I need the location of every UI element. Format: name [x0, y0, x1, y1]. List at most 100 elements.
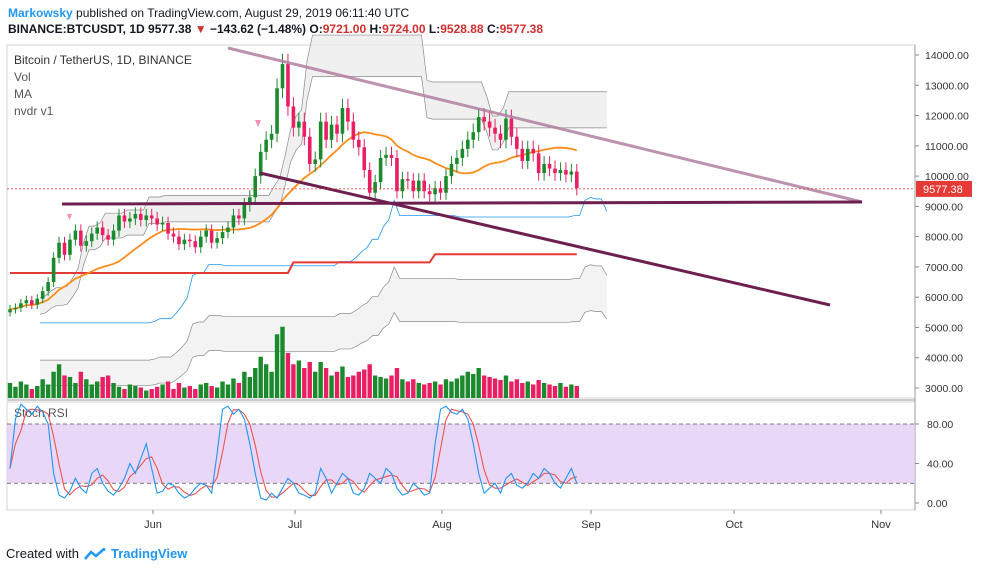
publish-info: published on TradingView.com, August 29,… [76, 6, 410, 20]
candle-body [51, 257, 56, 283]
candle-body [35, 298, 40, 305]
y-tick-label: 9000.00 [925, 201, 963, 213]
candle-body [427, 191, 432, 195]
volume-bar [285, 353, 291, 398]
symbol-line: BINANCE:BTCUSDT, 1D 9577.38 ▼ −143.62 (−… [8, 21, 543, 37]
x-tick-label: Jul [288, 519, 302, 531]
x-tick-label: Jun [144, 519, 162, 531]
volume-bar [541, 383, 547, 398]
volume-bar [154, 386, 160, 398]
volume-bar [372, 375, 378, 398]
volume-bar [269, 371, 274, 398]
candle-body [433, 188, 437, 195]
volume-bar [78, 371, 84, 398]
candle-body [515, 136, 519, 149]
down-marker-icon [255, 120, 261, 127]
candle-body [389, 154, 394, 158]
volume-bar [122, 389, 127, 398]
candle-body [313, 159, 317, 164]
volume-bar [329, 375, 334, 398]
candle-body [346, 107, 350, 122]
volume-bar [411, 379, 416, 398]
candle-body [237, 215, 241, 219]
volume-bar [492, 378, 498, 398]
volume-bar [481, 375, 487, 398]
candle-body [220, 232, 225, 239]
volume-bar [116, 386, 122, 398]
volume-bar [204, 383, 209, 398]
volume-bar [520, 383, 525, 398]
volume-bar [144, 390, 149, 398]
legend-title: Bitcoin / TetherUS, 1D, BINANCE [14, 53, 192, 67]
volume-bar [318, 362, 323, 398]
candle-body [357, 139, 361, 148]
volume-bar [345, 377, 351, 398]
publish-line: Markowsky published on TradingView.com, … [8, 5, 543, 21]
volume-bar [258, 356, 263, 398]
candle-body [62, 242, 67, 255]
horizontal-support-line [61, 200, 863, 206]
volume-bar [394, 368, 400, 398]
footer-prefix: Created with [6, 546, 79, 561]
candle-body [242, 204, 247, 219]
down-marker-icon [67, 214, 72, 220]
volume-bar [84, 379, 89, 398]
candle-body [569, 171, 574, 175]
rsi-k-line [9, 403, 578, 501]
ohlc-low: L:9528.88 [428, 22, 484, 36]
candle-body [198, 236, 203, 248]
candle-body [204, 230, 208, 237]
footer: Created with TradingView [6, 546, 187, 561]
candle-body [13, 307, 18, 310]
candle-body [340, 107, 345, 134]
candle-body [149, 215, 154, 219]
legend-item-nvdr[interactable]: nvdr v1 [14, 104, 54, 118]
volume-bar [18, 381, 24, 398]
candle-body [280, 64, 285, 89]
volume-bar [487, 377, 492, 398]
volume-bar [367, 364, 372, 398]
volume-bar [138, 387, 143, 398]
descending-support-line [259, 171, 831, 307]
candle-body [487, 121, 492, 128]
candle-body [466, 139, 470, 149]
volume-bar [405, 381, 411, 398]
y-tick-label: 3000.00 [925, 383, 963, 395]
volume-bar [443, 379, 449, 398]
volume-bar [449, 381, 454, 398]
candle-body [253, 176, 258, 198]
tradingview-logo-icon [84, 547, 106, 560]
candle-body [411, 180, 416, 192]
volume-bar [45, 384, 51, 398]
volume-bar [400, 379, 405, 398]
author-name[interactable]: Markowsky [8, 6, 73, 20]
candle-body [160, 223, 165, 225]
candle-body [444, 176, 448, 193]
volume-bar [389, 375, 394, 398]
candle-body [166, 223, 170, 234]
volume-bar [176, 383, 182, 398]
candle-body [106, 235, 110, 240]
volume-bar [253, 368, 258, 398]
volume-bar [552, 386, 558, 398]
candle-body [498, 133, 503, 140]
volume-bar [231, 378, 236, 398]
volume-bar [291, 364, 296, 398]
volume-bar [209, 386, 214, 398]
volume-bar [73, 383, 78, 398]
footer-brand[interactable]: TradingView [110, 546, 188, 561]
candle-body [509, 118, 514, 137]
volume-bar [460, 375, 465, 398]
legend-item-vol[interactable]: Vol [14, 70, 31, 84]
candle-body [400, 179, 405, 192]
volume-bar [67, 377, 73, 398]
candle-body [117, 215, 121, 231]
volume-bar [547, 384, 552, 398]
legend-item-ma[interactable]: MA [14, 87, 32, 101]
candle-body [362, 147, 367, 171]
volume-bar [35, 386, 40, 398]
candle-body [471, 132, 476, 140]
volume-bar [165, 381, 171, 398]
y-tick-label: 11000.00 [925, 141, 968, 153]
